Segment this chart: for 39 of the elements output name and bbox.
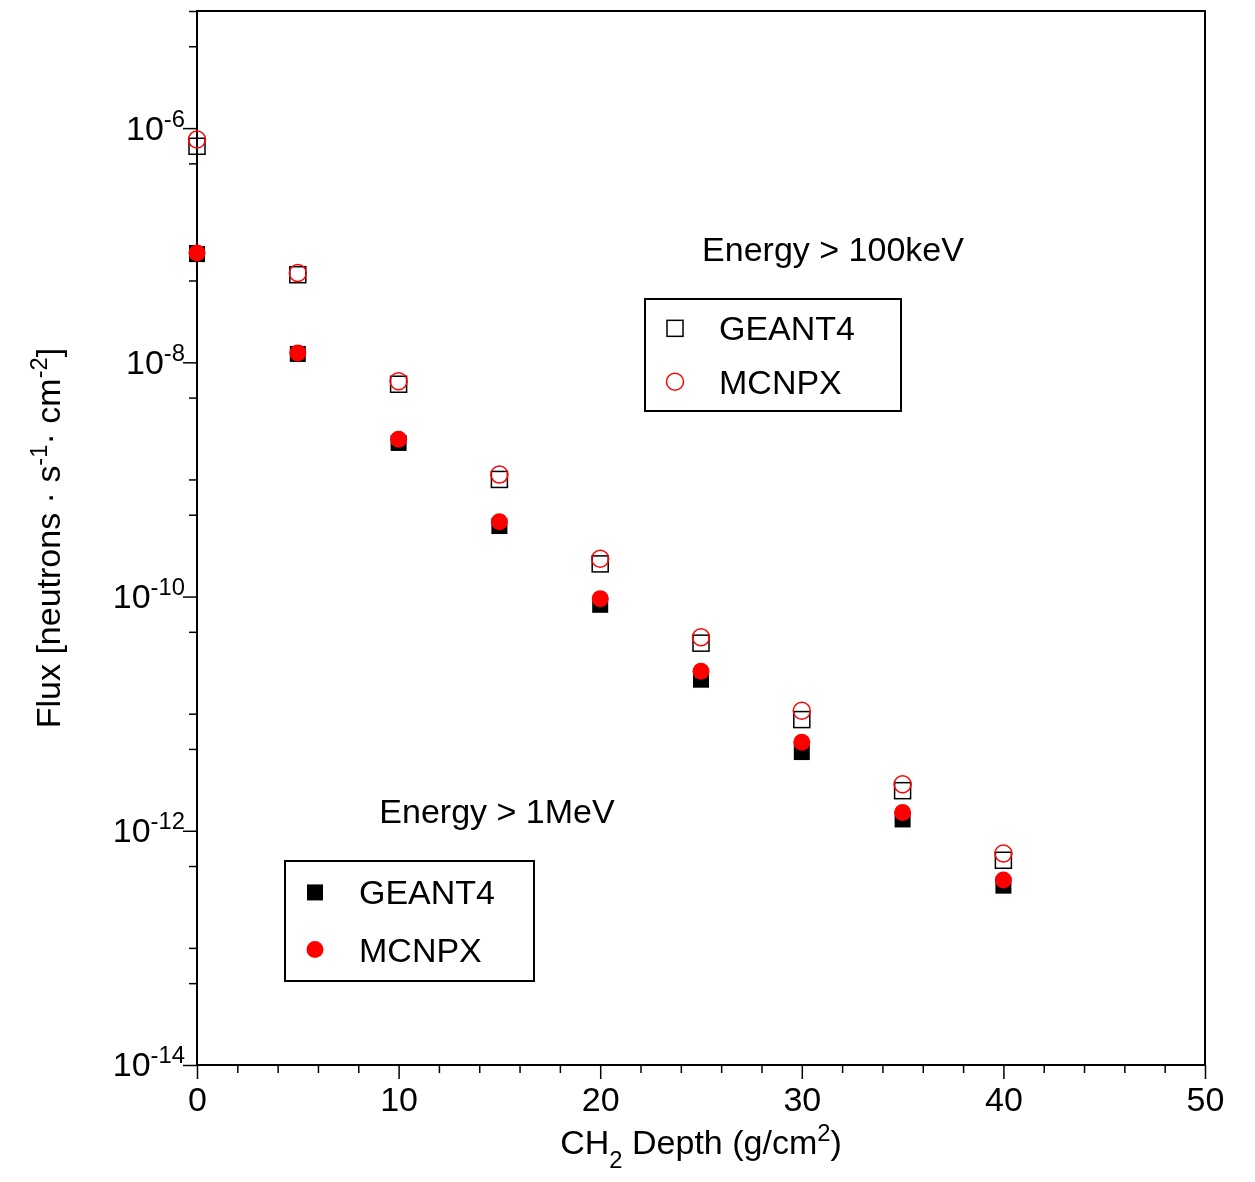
point: [894, 804, 912, 822]
point: [692, 662, 710, 680]
y-tick-label: 10$^{-10}$: [112, 572, 185, 615]
x-tick-label: 20: [581, 1080, 620, 1119]
x-tick-label: 40: [984, 1080, 1023, 1119]
annotation: Energy > 100keV: [702, 230, 965, 268]
y-tick-label: 10$^{-14}$: [112, 1040, 185, 1084]
y-tick-label: 10$^{-6}$: [126, 103, 185, 147]
x-tick-label: 50: [1186, 1080, 1225, 1119]
point: [893, 774, 912, 794]
legend-label: MCNPX: [359, 930, 482, 969]
point: [591, 590, 609, 608]
x-tick-label: 30: [783, 1080, 822, 1119]
legend-label: MCNPX: [719, 362, 842, 401]
x-tick-label: 0: [188, 1080, 207, 1119]
y-tick-label: 10$^{-8}$: [126, 338, 185, 381]
point: [994, 844, 1013, 863]
point: [390, 430, 408, 448]
point: [187, 130, 207, 149]
legend-label: GEANT4: [359, 873, 496, 912]
point: [389, 371, 408, 391]
point: [994, 871, 1012, 889]
point: [490, 465, 509, 484]
point: [691, 627, 711, 647]
annotation: Energy > 1MeV: [379, 792, 615, 830]
point: [793, 710, 811, 729]
point: [793, 733, 811, 751]
x-axis-title: CH$_{2}$ Depth (g/cm$^{2}$): [560, 1118, 842, 1173]
legend-label: GEANT4: [719, 309, 856, 348]
point: [893, 781, 912, 800]
point: [591, 555, 609, 573]
point: [188, 137, 206, 155]
point: [994, 851, 1013, 870]
point: [692, 634, 710, 652]
point: [490, 513, 508, 531]
x-tick-label: 10: [380, 1080, 419, 1119]
point: [590, 549, 610, 569]
y-tick-label: 10$^{-12}$: [112, 806, 185, 850]
point: [792, 701, 812, 720]
